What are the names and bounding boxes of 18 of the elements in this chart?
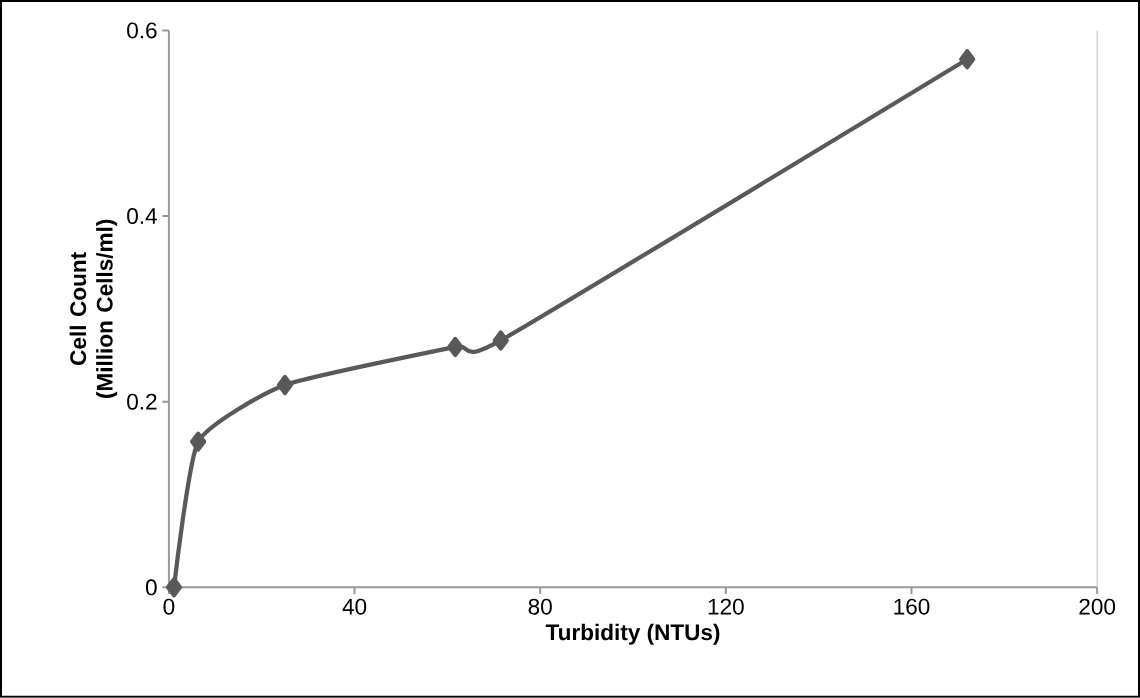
x-tick-label: 200 — [1079, 598, 1116, 615]
y-tick-label: 0.6 — [127, 22, 157, 39]
y-tick-label: 0.2 — [127, 393, 157, 410]
x-tick-label: 160 — [894, 598, 930, 615]
point — [165, 577, 183, 598]
point — [447, 336, 464, 358]
y-tick-label: 0.4 — [127, 208, 157, 225]
x-axis-title: Turbidity (NTUs) — [545, 623, 720, 645]
point — [492, 330, 509, 351]
y-axis-title: Cell Count (Million Cells/ml) — [69, 219, 118, 399]
y-tick-label: 0 — [145, 579, 157, 596]
point — [190, 431, 207, 452]
point — [959, 49, 976, 70]
x-tick-label: 80 — [528, 598, 552, 615]
x-tick-label: 40 — [342, 598, 367, 615]
point — [276, 375, 294, 396]
x-tick-label: 120 — [708, 598, 744, 615]
x-tick-label: 0 — [163, 598, 175, 615]
